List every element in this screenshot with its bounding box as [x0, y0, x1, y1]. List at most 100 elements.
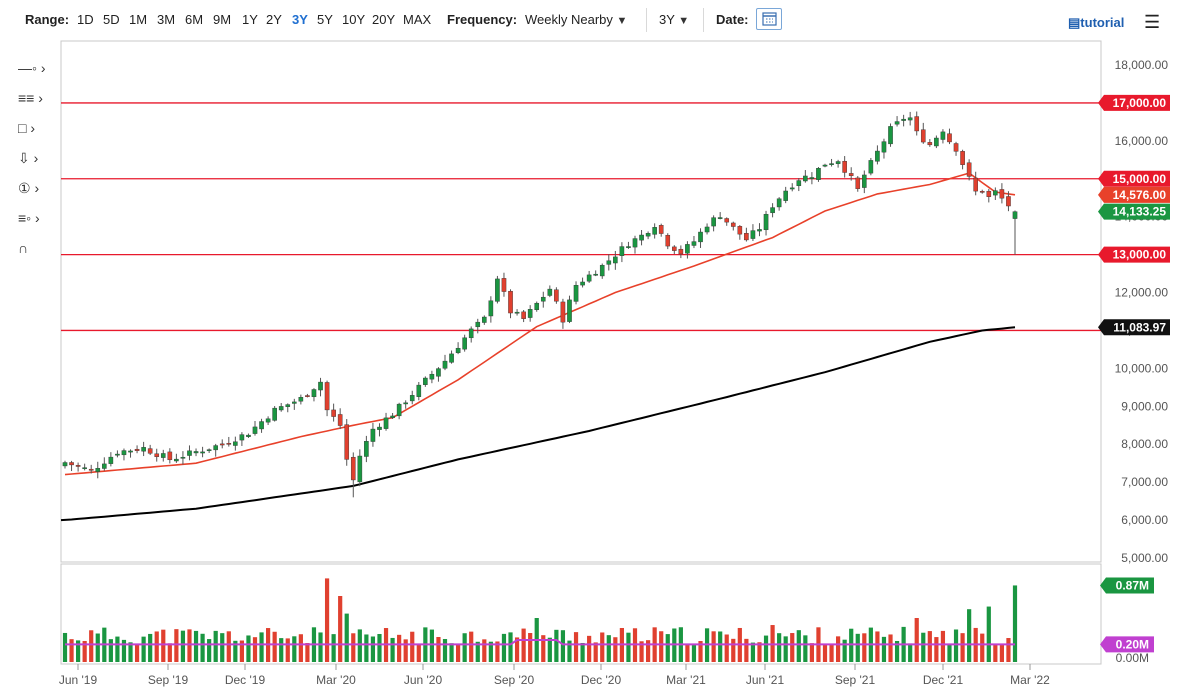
candle-body: [586, 274, 592, 282]
candle-body: [324, 382, 330, 411]
candle-body: [298, 397, 304, 402]
volume-bar: [115, 636, 120, 662]
candle-body: [468, 328, 474, 339]
range-6m[interactable]: 6M: [185, 12, 204, 27]
volume-bar: [646, 640, 651, 662]
range-max[interactable]: MAX: [403, 12, 432, 27]
y-tick-label: 5,000.00: [1121, 551, 1168, 565]
volume-bar: [626, 632, 631, 662]
candle-body: [1012, 211, 1018, 219]
candle-body: [953, 143, 959, 152]
volume-bar: [397, 634, 402, 662]
range-2y[interactable]: 2Y: [266, 12, 282, 27]
fibonacci-tool-icon[interactable]: ≡≡ ›: [18, 90, 43, 106]
chevron-down-icon: ▼: [678, 15, 690, 27]
menu-icon[interactable]: ☰: [1144, 12, 1161, 32]
last-volume-tag: [1100, 577, 1154, 594]
volume-bar: [927, 631, 932, 662]
candle-body: [645, 233, 651, 237]
volume-bar: [442, 639, 448, 662]
measure-tool-icon[interactable]: ≡◦ ›: [18, 210, 40, 226]
volume-bar: [986, 606, 991, 662]
price-panel: [60, 40, 1102, 563]
candle-body: [803, 175, 808, 182]
candle-body: [134, 448, 140, 451]
range-3m[interactable]: 3M: [157, 12, 176, 27]
volume-bar: [108, 639, 113, 662]
range-1m[interactable]: 1M: [129, 12, 148, 27]
range-5y[interactable]: 5Y: [317, 12, 333, 27]
candle-body: [534, 302, 540, 311]
frequency-select[interactable]: Weekly Nearby ▼: [525, 12, 627, 27]
price-tag: [1098, 186, 1170, 203]
candle-body: [233, 441, 238, 446]
volume-bar: [82, 640, 87, 662]
volume-bar: [252, 637, 258, 662]
candle-body: [259, 421, 264, 430]
frequency-value: Weekly Nearby: [525, 12, 613, 27]
candle-body: [757, 229, 762, 232]
volume-bar: [881, 636, 887, 662]
ma-50-line: [64, 172, 1016, 476]
volume-bar: [731, 638, 736, 662]
volume-bar: [665, 634, 670, 662]
candle-body: [521, 311, 526, 319]
range-10y[interactable]: 10Y: [342, 12, 366, 27]
calendar-button[interactable]: [756, 8, 782, 30]
x-tick-label: Jun '19: [59, 673, 98, 687]
candle-body: [770, 207, 775, 214]
y-tick-label: 16,000.00: [1115, 134, 1169, 148]
candle-body: [311, 389, 317, 398]
volume-bar: [279, 638, 284, 662]
annotation-tool-icon[interactable]: ① ›: [18, 180, 40, 196]
volume-bar: [69, 639, 74, 662]
candle-body: [219, 443, 225, 446]
candle-body: [364, 441, 369, 457]
candle-body: [580, 281, 585, 286]
y-tick-label: 7,000.00: [1121, 475, 1168, 489]
candle-body: [934, 137, 939, 147]
candle-body: [82, 467, 87, 470]
toolbar: Range: 1D 5D 1M 3M 6M 9M 1Y 2Y 3Y 5Y 10Y 20Y MAX Fre…: [0, 0, 1179, 40]
candle-body: [115, 453, 120, 456]
volume-bar: [488, 641, 493, 662]
line-tool-icon[interactable]: —◦ ›: [18, 60, 46, 76]
period-select[interactable]: 3Y ▼: [659, 12, 689, 27]
candle-body: [200, 451, 205, 454]
magnet-icon[interactable]: ∩: [18, 240, 29, 256]
last-volume-tag-label: 0.87M: [1116, 578, 1149, 592]
tutorial-link[interactable]: ▤tutorial: [1068, 15, 1124, 31]
range-1y[interactable]: 1Y: [242, 12, 258, 27]
candle-body: [187, 450, 192, 456]
candle-body: [475, 321, 481, 328]
candle-body: [914, 116, 920, 132]
volume-bar: [462, 633, 467, 662]
arrow-tool-icon[interactable]: ⇩ ›: [18, 150, 39, 166]
x-tick-label: Sep '20: [494, 673, 535, 687]
candle-body: [409, 395, 415, 402]
volume-bar: [888, 634, 893, 662]
candle-body: [907, 117, 913, 121]
candle-body: [672, 246, 677, 251]
range-5d[interactable]: 5D: [103, 12, 120, 27]
candle-body: [193, 451, 199, 454]
candle-body: [128, 450, 133, 453]
candle-body: [69, 462, 74, 466]
volume-bar: [403, 639, 408, 662]
shape-tool-icon[interactable]: □ ›: [18, 120, 36, 136]
y-tick-label: 18,000.00: [1115, 58, 1169, 72]
range-1d[interactable]: 1D: [77, 12, 94, 27]
range-9m[interactable]: 9M: [213, 12, 232, 27]
volume-bar: [829, 643, 834, 662]
volume-bar: [600, 632, 605, 662]
candle-body: [685, 244, 690, 254]
range-3y[interactable]: 3Y: [292, 12, 308, 27]
range-20y[interactable]: 20Y: [372, 12, 396, 27]
candle-body: [547, 288, 553, 296]
candle-body: [724, 218, 730, 223]
volume-bar: [862, 633, 867, 662]
volume-bar: [134, 643, 140, 662]
volume-bar: [953, 629, 959, 662]
volume-bar: [154, 631, 159, 662]
volume-bar: [357, 629, 362, 662]
